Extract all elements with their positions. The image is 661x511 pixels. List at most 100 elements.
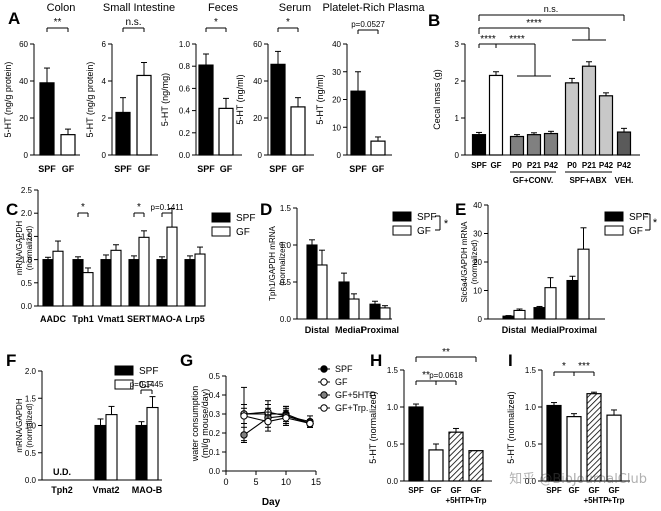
panel-f-y-tick-label: 1.5: [25, 394, 37, 403]
panel-d-category-label: Distal: [305, 325, 330, 335]
panel-a-colon-bar: [39, 82, 55, 156]
panel-i-category-label: GF: [608, 486, 619, 495]
panel-b-bar: [488, 74, 504, 156]
panel-c-legend-swatch: [211, 212, 231, 223]
panel-h-category-label: GF: [470, 486, 481, 495]
panel-a-small-intestine-category-label: GF: [138, 164, 151, 174]
panel-i-bar: [566, 416, 582, 482]
panel-g-x-label: Day: [262, 497, 281, 508]
panel-i-y-label: 5-HT (normalized): [506, 391, 516, 463]
panel-b-y-label: Cecal mass (g): [432, 69, 442, 130]
panel-c-y-tick-label: 2.0: [21, 209, 33, 218]
panel-f-legend-label: SPF: [139, 366, 158, 377]
panel-e-legend-swatch: [604, 225, 624, 236]
panel-c-bar-gf: [110, 249, 122, 307]
panel-a-feces-y-tick-label: 0.8: [179, 62, 191, 71]
panel-c-significance-label: *: [81, 202, 85, 213]
panel-b-bar: [616, 131, 632, 156]
panel-e-y-label: Slc6a4/GAPDH mRNA: [460, 221, 469, 303]
panel-c-bar-spf: [42, 259, 54, 307]
panel-h-y-tick-label: 1.5: [387, 366, 399, 375]
panel-c-y-label: mRNA/GAPDH: [15, 221, 24, 275]
panel-a-colon-category-label: GF: [62, 164, 75, 174]
panel-a-serum-y-tick-label: 20: [253, 114, 262, 123]
panel-c-bar-gf: [194, 253, 206, 307]
panel-g-y-label: (ml/g mouse/day): [200, 389, 210, 459]
panel-g-y-tick-label: 0.2: [209, 429, 221, 438]
panel-i-y-tick-label: 0.5: [525, 440, 537, 449]
panel-c-legend-label: SPF: [236, 213, 255, 224]
panel-c-category-label: MAO-A: [152, 314, 183, 324]
panel-a-colon-category-label: SPF: [38, 164, 56, 174]
panel-g-y-tick-label: 0.5: [209, 372, 221, 381]
panel-i-category-label: GF: [568, 486, 579, 495]
panel-h-category-label: SPF: [408, 486, 424, 495]
panel-b-category-label: P42: [599, 161, 614, 170]
panel-a-serum-category-label: GF: [292, 164, 305, 174]
panel-b-sig-label: ****: [509, 34, 525, 45]
panel-g-y-tick-label: 0.0: [209, 467, 221, 476]
panel-c-y-tick-label: 0.0: [21, 302, 33, 311]
panel-a-feces-y-tick-label: 0.6: [179, 84, 191, 93]
panel-d-legend-swatch: [392, 211, 412, 222]
panel-f-legend-label: GF: [139, 380, 153, 391]
panel-a-small-intestine-bar: [136, 74, 152, 156]
panel-g-series-line: [243, 415, 311, 436]
panel-d-category-label: Medial: [335, 325, 363, 335]
panel-f-significance-label: p=0.1445: [130, 380, 164, 389]
panel-h-significance-label: p=0.0618: [429, 371, 463, 380]
panel-g-legend-label: GF: [335, 377, 348, 387]
panel-i-y-tick-label: 1.5: [525, 366, 537, 375]
panel-a-serum-bar: [270, 63, 286, 156]
panel-e-bar-spf: [566, 279, 579, 320]
panel-i-significance-label: *: [562, 361, 566, 372]
panel-e-y-label: (normalized): [470, 239, 479, 284]
panel-a-prp-title: Platelet-Rich Plasma: [322, 2, 425, 14]
panel-d-bar-spf: [369, 303, 381, 320]
panel-a-prp-y-label: 5-HT (ng/ml): [315, 74, 325, 124]
panel-a-feces-bar: [198, 64, 214, 156]
panel-a-prp-category-label: SPF: [349, 164, 367, 174]
panel-a-colon-y-tick-label: 60: [19, 40, 28, 49]
panel-c-y-tick-label: 0.5: [21, 279, 33, 288]
panel-g-legend-marker: [320, 378, 328, 386]
panel-e-legend-label: SPF: [629, 212, 648, 223]
panel-label-g: G: [180, 351, 193, 370]
panel-label-b: B: [428, 11, 440, 30]
panel-f-bar-spf: [94, 424, 107, 481]
panel-b-group-label: SPF+ABX: [569, 176, 607, 185]
panel-label-f: F: [6, 351, 16, 370]
panel-a-colon-y-tick-label: 0: [24, 151, 29, 160]
panel-a-serum-bar: [290, 106, 306, 156]
panel-b-bar: [526, 134, 542, 156]
panel-b-group-label: VEH.: [615, 176, 634, 185]
panel-i-bar: [606, 414, 622, 482]
panel-a-small-intestine-category-label: SPF: [114, 164, 132, 174]
panel-b-category-label: P0: [567, 161, 577, 170]
panel-e-category-label: Medial: [531, 325, 559, 335]
panel-d-bar-spf: [338, 281, 350, 320]
panel-e-y-tick-label: 10: [473, 287, 482, 296]
panel-d-bar-spf: [306, 244, 318, 320]
panel-e-bar-spf: [533, 307, 546, 320]
panel-c-bar-gf: [82, 272, 94, 307]
panel-c-significance-label: p=0.1411: [151, 203, 185, 212]
panel-f-bar-gf: [146, 406, 159, 481]
panel-g-legend-label: GF+5HTP: [335, 390, 376, 400]
panel-b-sig-label: ****: [480, 34, 496, 45]
panel-a-prp-bar: [350, 90, 366, 156]
panel-b-y-tick-label: 1: [455, 114, 460, 123]
panel-a-small-intestine-y-tick-label: 6: [102, 40, 107, 49]
panel-d-y-tick-label: 0.5: [280, 278, 292, 287]
panel-label-h: H: [370, 351, 382, 370]
panel-i-category-label: +5HTP: [583, 496, 609, 505]
panel-d-y-tick-label: 1.5: [280, 204, 292, 213]
panel-f-bar-spf: [135, 424, 148, 481]
panel-e-y-tick-label: 30: [473, 230, 482, 239]
panel-h-bar: [468, 450, 484, 482]
panel-c-bar-spf: [184, 259, 196, 307]
panel-g-x-tick-label: 10: [281, 477, 291, 487]
panel-c-significance-label: *: [137, 202, 141, 213]
panel-a-feces-y-tick-label: 0.2: [179, 129, 191, 138]
